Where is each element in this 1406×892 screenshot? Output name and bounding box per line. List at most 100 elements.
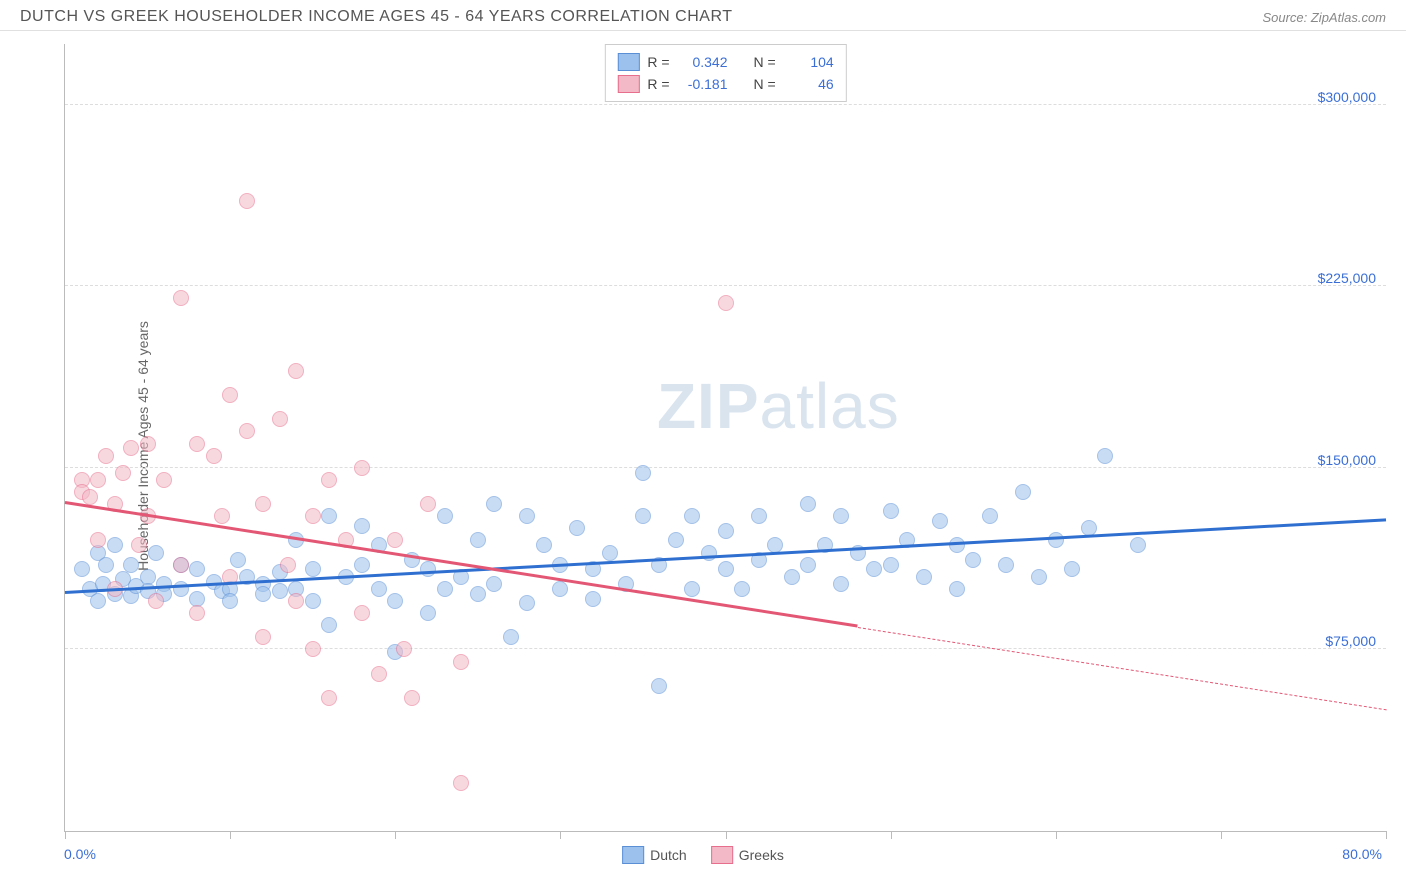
data-point bbox=[90, 593, 106, 609]
series-legend-item: Dutch bbox=[622, 846, 687, 864]
data-point bbox=[1130, 537, 1146, 553]
data-point bbox=[569, 520, 585, 536]
gridline bbox=[65, 285, 1386, 286]
data-point bbox=[255, 629, 271, 645]
data-point bbox=[371, 581, 387, 597]
data-point bbox=[98, 448, 114, 464]
data-point bbox=[354, 460, 370, 476]
data-point bbox=[684, 581, 700, 597]
legend-row: R = 0.342 N = 104 bbox=[617, 51, 833, 73]
data-point bbox=[255, 586, 271, 602]
chart-header: DUTCH VS GREEK HOUSEHOLDER INCOME AGES 4… bbox=[0, 0, 1406, 31]
data-point bbox=[635, 508, 651, 524]
data-point bbox=[288, 363, 304, 379]
n-label: N = bbox=[754, 54, 776, 70]
data-point bbox=[396, 641, 412, 657]
data-point bbox=[916, 569, 932, 585]
legend-row: R =-0.181N =46 bbox=[617, 73, 833, 95]
data-point bbox=[280, 557, 296, 573]
y-tick-label: $300,000 bbox=[1318, 89, 1376, 105]
data-point bbox=[800, 496, 816, 512]
data-point bbox=[1048, 532, 1064, 548]
correlation-legend: R = 0.342 N = 104 R =-0.181N =46 bbox=[604, 44, 846, 102]
data-point bbox=[519, 595, 535, 611]
data-point bbox=[74, 561, 90, 577]
gridline bbox=[65, 467, 1386, 468]
data-point bbox=[288, 593, 304, 609]
data-point bbox=[189, 561, 205, 577]
r-label: R = bbox=[647, 54, 669, 70]
data-point bbox=[965, 552, 981, 568]
x-tick bbox=[560, 831, 561, 839]
data-point bbox=[437, 581, 453, 597]
data-point bbox=[684, 508, 700, 524]
data-point bbox=[420, 496, 436, 512]
data-point bbox=[214, 508, 230, 524]
data-point bbox=[866, 561, 882, 577]
data-point bbox=[148, 593, 164, 609]
data-point bbox=[1064, 561, 1080, 577]
data-point bbox=[404, 690, 420, 706]
n-value: 104 bbox=[784, 54, 834, 70]
data-point bbox=[932, 513, 948, 529]
data-point bbox=[536, 537, 552, 553]
data-point bbox=[354, 557, 370, 573]
data-point bbox=[486, 496, 502, 512]
data-point bbox=[519, 508, 535, 524]
data-point bbox=[354, 605, 370, 621]
x-axis-max-label: 80.0% bbox=[1342, 846, 1382, 862]
data-point bbox=[718, 561, 734, 577]
data-point bbox=[123, 557, 139, 573]
data-point bbox=[949, 581, 965, 597]
data-point bbox=[305, 641, 321, 657]
y-tick-label: $225,000 bbox=[1318, 270, 1376, 286]
data-point bbox=[635, 465, 651, 481]
x-tick bbox=[1056, 831, 1057, 839]
data-point bbox=[140, 436, 156, 452]
data-point bbox=[552, 581, 568, 597]
data-point bbox=[90, 532, 106, 548]
r-value: -0.181 bbox=[678, 76, 728, 92]
chart-title: DUTCH VS GREEK HOUSEHOLDER INCOME AGES 4… bbox=[20, 8, 732, 26]
data-point bbox=[734, 581, 750, 597]
data-point bbox=[222, 387, 238, 403]
data-point bbox=[189, 436, 205, 452]
x-tick bbox=[891, 831, 892, 839]
data-point bbox=[982, 508, 998, 524]
data-point bbox=[585, 591, 601, 607]
data-point bbox=[1015, 484, 1031, 500]
data-point bbox=[98, 557, 114, 573]
data-point bbox=[321, 508, 337, 524]
x-tick bbox=[726, 831, 727, 839]
x-tick bbox=[395, 831, 396, 839]
data-point bbox=[651, 678, 667, 694]
legend-swatch bbox=[617, 53, 639, 71]
data-point bbox=[123, 440, 139, 456]
watermark: ZIPatlas bbox=[657, 369, 900, 443]
x-tick bbox=[1221, 831, 1222, 839]
x-axis-min-label: 0.0% bbox=[64, 846, 96, 862]
data-point bbox=[305, 593, 321, 609]
data-point bbox=[602, 545, 618, 561]
data-point bbox=[437, 508, 453, 524]
data-point bbox=[420, 561, 436, 577]
data-point bbox=[148, 545, 164, 561]
gridline bbox=[65, 104, 1386, 105]
series-name: Dutch bbox=[650, 847, 687, 863]
data-point bbox=[371, 666, 387, 682]
data-point bbox=[321, 617, 337, 633]
data-point bbox=[470, 532, 486, 548]
data-point bbox=[189, 605, 205, 621]
data-point bbox=[800, 557, 816, 573]
data-point bbox=[718, 295, 734, 311]
data-point bbox=[453, 775, 469, 791]
r-value: 0.342 bbox=[678, 54, 728, 70]
data-point bbox=[131, 537, 147, 553]
legend-swatch bbox=[711, 846, 733, 864]
data-point bbox=[321, 472, 337, 488]
data-point bbox=[230, 552, 246, 568]
source-label: Source: ZipAtlas.com bbox=[1262, 10, 1386, 25]
data-point bbox=[90, 472, 106, 488]
x-tick bbox=[230, 831, 231, 839]
data-point bbox=[718, 523, 734, 539]
